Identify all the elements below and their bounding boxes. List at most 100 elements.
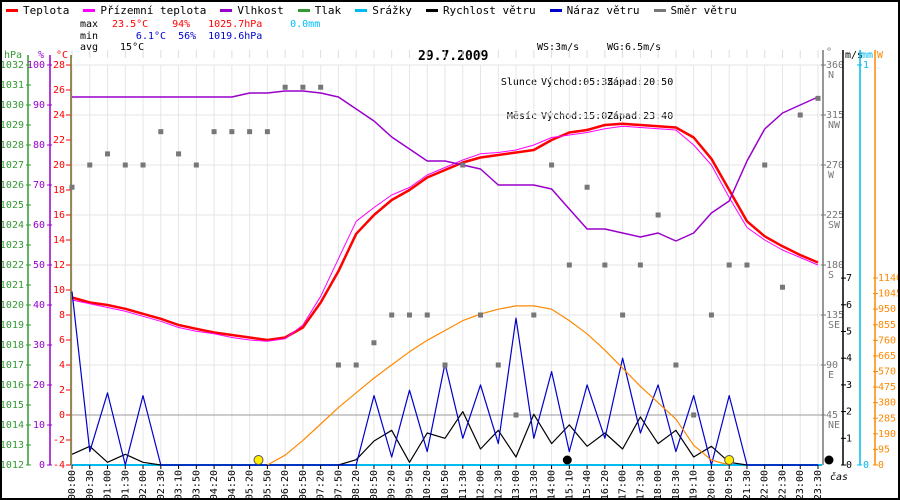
pressure-tick-label: 1027 xyxy=(0,160,24,171)
avg-temp: 15°C xyxy=(120,42,145,53)
wind-direction-point xyxy=(549,162,555,168)
legend-label: Srážky xyxy=(372,4,412,17)
pressure-tick-label: 1015 xyxy=(0,400,24,411)
x-tick-label: 06:50 xyxy=(298,470,309,500)
temperature-tick-label: 12 xyxy=(53,260,65,271)
solar-tick-label: 0 xyxy=(878,460,884,471)
direction-compass-label: E xyxy=(828,370,834,381)
x-tick-label: 08:50 xyxy=(369,470,380,500)
x-tick-label: 13:00 xyxy=(511,470,522,500)
temperature-tick-label: -2 xyxy=(53,435,65,446)
x-tick-label: 23:30 xyxy=(813,470,824,500)
pressure-tick-label: 1016 xyxy=(0,380,24,391)
pressure-tick-label: 1014 xyxy=(0,420,24,431)
direction-compass-label: W xyxy=(828,170,835,181)
pressure-tick-label: 1021 xyxy=(0,280,24,291)
x-tick-label: 01:30 xyxy=(120,470,131,500)
humidity-tick-label: 80 xyxy=(33,140,45,151)
wind-tick-label: 6 xyxy=(846,300,852,311)
solar-tick-label: 95 xyxy=(878,444,890,455)
wind-direction-point xyxy=(158,129,164,135)
sunrise-marker xyxy=(253,455,264,465)
min-humidity: 56% xyxy=(178,30,197,42)
legend-item: Vlhkost xyxy=(220,4,284,17)
wind-tick-label: 7 xyxy=(846,273,852,284)
x-tick-label: 17:00 xyxy=(618,470,629,500)
x-tick-label: 20:50 xyxy=(724,470,735,500)
max-label: max xyxy=(80,19,99,30)
x-tick-label: 19:10 xyxy=(689,470,700,500)
solar-tick-label: 475 xyxy=(878,382,896,393)
rain-axis-unit: mm xyxy=(861,50,873,61)
direction-compass-label: NW xyxy=(828,120,841,131)
direction-compass-label: NE xyxy=(828,420,840,431)
humidity-tick-label: 0 xyxy=(39,460,45,471)
direction-compass-label: S xyxy=(828,270,834,281)
x-tick-label: 11:30 xyxy=(458,470,469,500)
x-tick-label: 15:10 xyxy=(564,470,575,500)
x-tick-label: 02:30 xyxy=(156,470,167,500)
wind-direction-point xyxy=(318,84,324,90)
wind-direction-point xyxy=(300,84,306,90)
x-tick-label: 09:20 xyxy=(387,470,398,500)
solar-tick-label: 1045 xyxy=(878,289,900,300)
wind-direction-point xyxy=(531,312,537,318)
sunrise-time: Východ:05:35 xyxy=(541,76,614,88)
humidity-tick-label: 70 xyxy=(33,180,45,191)
direction-axis-unit: ° xyxy=(826,47,832,58)
temperature-tick-label: 4 xyxy=(59,360,65,371)
solar-tick-label: 665 xyxy=(878,351,896,362)
solar-tick-label: 950 xyxy=(878,304,896,315)
wind-tick-label: 1 xyxy=(846,433,852,444)
legend-item: Srážky xyxy=(355,4,412,17)
legend-swatch xyxy=(549,9,562,12)
pressure-tick-label: 1023 xyxy=(0,240,24,251)
min-temp: 6.1°C xyxy=(135,30,167,42)
humidity-tick-label: 20 xyxy=(33,380,45,391)
direction-tick-label: 90 xyxy=(826,360,838,371)
wind-direction-point xyxy=(779,284,785,290)
wind-direction-point xyxy=(513,412,519,418)
wind-direction-point xyxy=(229,129,235,135)
x-tick-label: 07:20 xyxy=(316,470,327,500)
temperature-tick-label: 18 xyxy=(53,185,65,196)
temperature-tick-label: 10 xyxy=(53,285,65,296)
temperature-tick-label: 22 xyxy=(53,135,65,146)
pressure-tick-label: 1019 xyxy=(0,320,24,331)
x-tick-label: 08:20 xyxy=(351,470,362,500)
sunset-marker xyxy=(724,455,735,465)
x-tick-label: 09:50 xyxy=(404,470,415,500)
x-tick-label: 15:40 xyxy=(582,470,593,500)
moonrise-time: Východ:15:02 xyxy=(541,111,614,122)
wind-direction-point xyxy=(708,312,714,318)
solar-tick-label: 285 xyxy=(878,413,896,424)
legend-label: Vlhkost xyxy=(237,4,284,17)
direction-tick-label: 180 xyxy=(826,260,844,271)
pressure-tick-label: 1017 xyxy=(0,360,24,371)
pressure-tick-label: 1020 xyxy=(0,300,24,311)
min-pressure: 1019.6hPa xyxy=(208,30,263,42)
legend-label: Náraz větru xyxy=(566,4,640,17)
moonrise-marker xyxy=(562,455,572,465)
series-line-teplota xyxy=(71,122,819,342)
x-axis-label: čas xyxy=(830,471,848,483)
wind-direction-point xyxy=(691,412,697,418)
wind-direction-point xyxy=(389,312,395,318)
stats-avg-row: avg 15°C xyxy=(80,42,320,54)
x-tick-label: 04:20 xyxy=(209,470,220,500)
wind-direction-point xyxy=(406,312,412,318)
wind-direction-point xyxy=(744,262,750,268)
x-tick-label: 21:30 xyxy=(742,470,753,500)
x-tick-label: 05:20 xyxy=(245,470,256,500)
humidity-axis-unit: % xyxy=(38,50,44,61)
x-tick-label: 01:00 xyxy=(103,470,114,500)
solar-tick-label: 1140 xyxy=(878,273,900,284)
wind-direction-point xyxy=(176,151,182,157)
x-tick-label: 22:00 xyxy=(760,470,771,500)
legend-label: Směr větru xyxy=(670,4,737,17)
stats-block: max 23.5°C 94% 1025.7hPa 0.0mm min 6.1°C… xyxy=(80,19,320,54)
x-tick-label: 03:10 xyxy=(174,470,185,500)
temperature-tick-label: 24 xyxy=(53,110,65,121)
solar-tick-label: 855 xyxy=(878,320,896,331)
x-tick-label: 22:30 xyxy=(777,470,788,500)
